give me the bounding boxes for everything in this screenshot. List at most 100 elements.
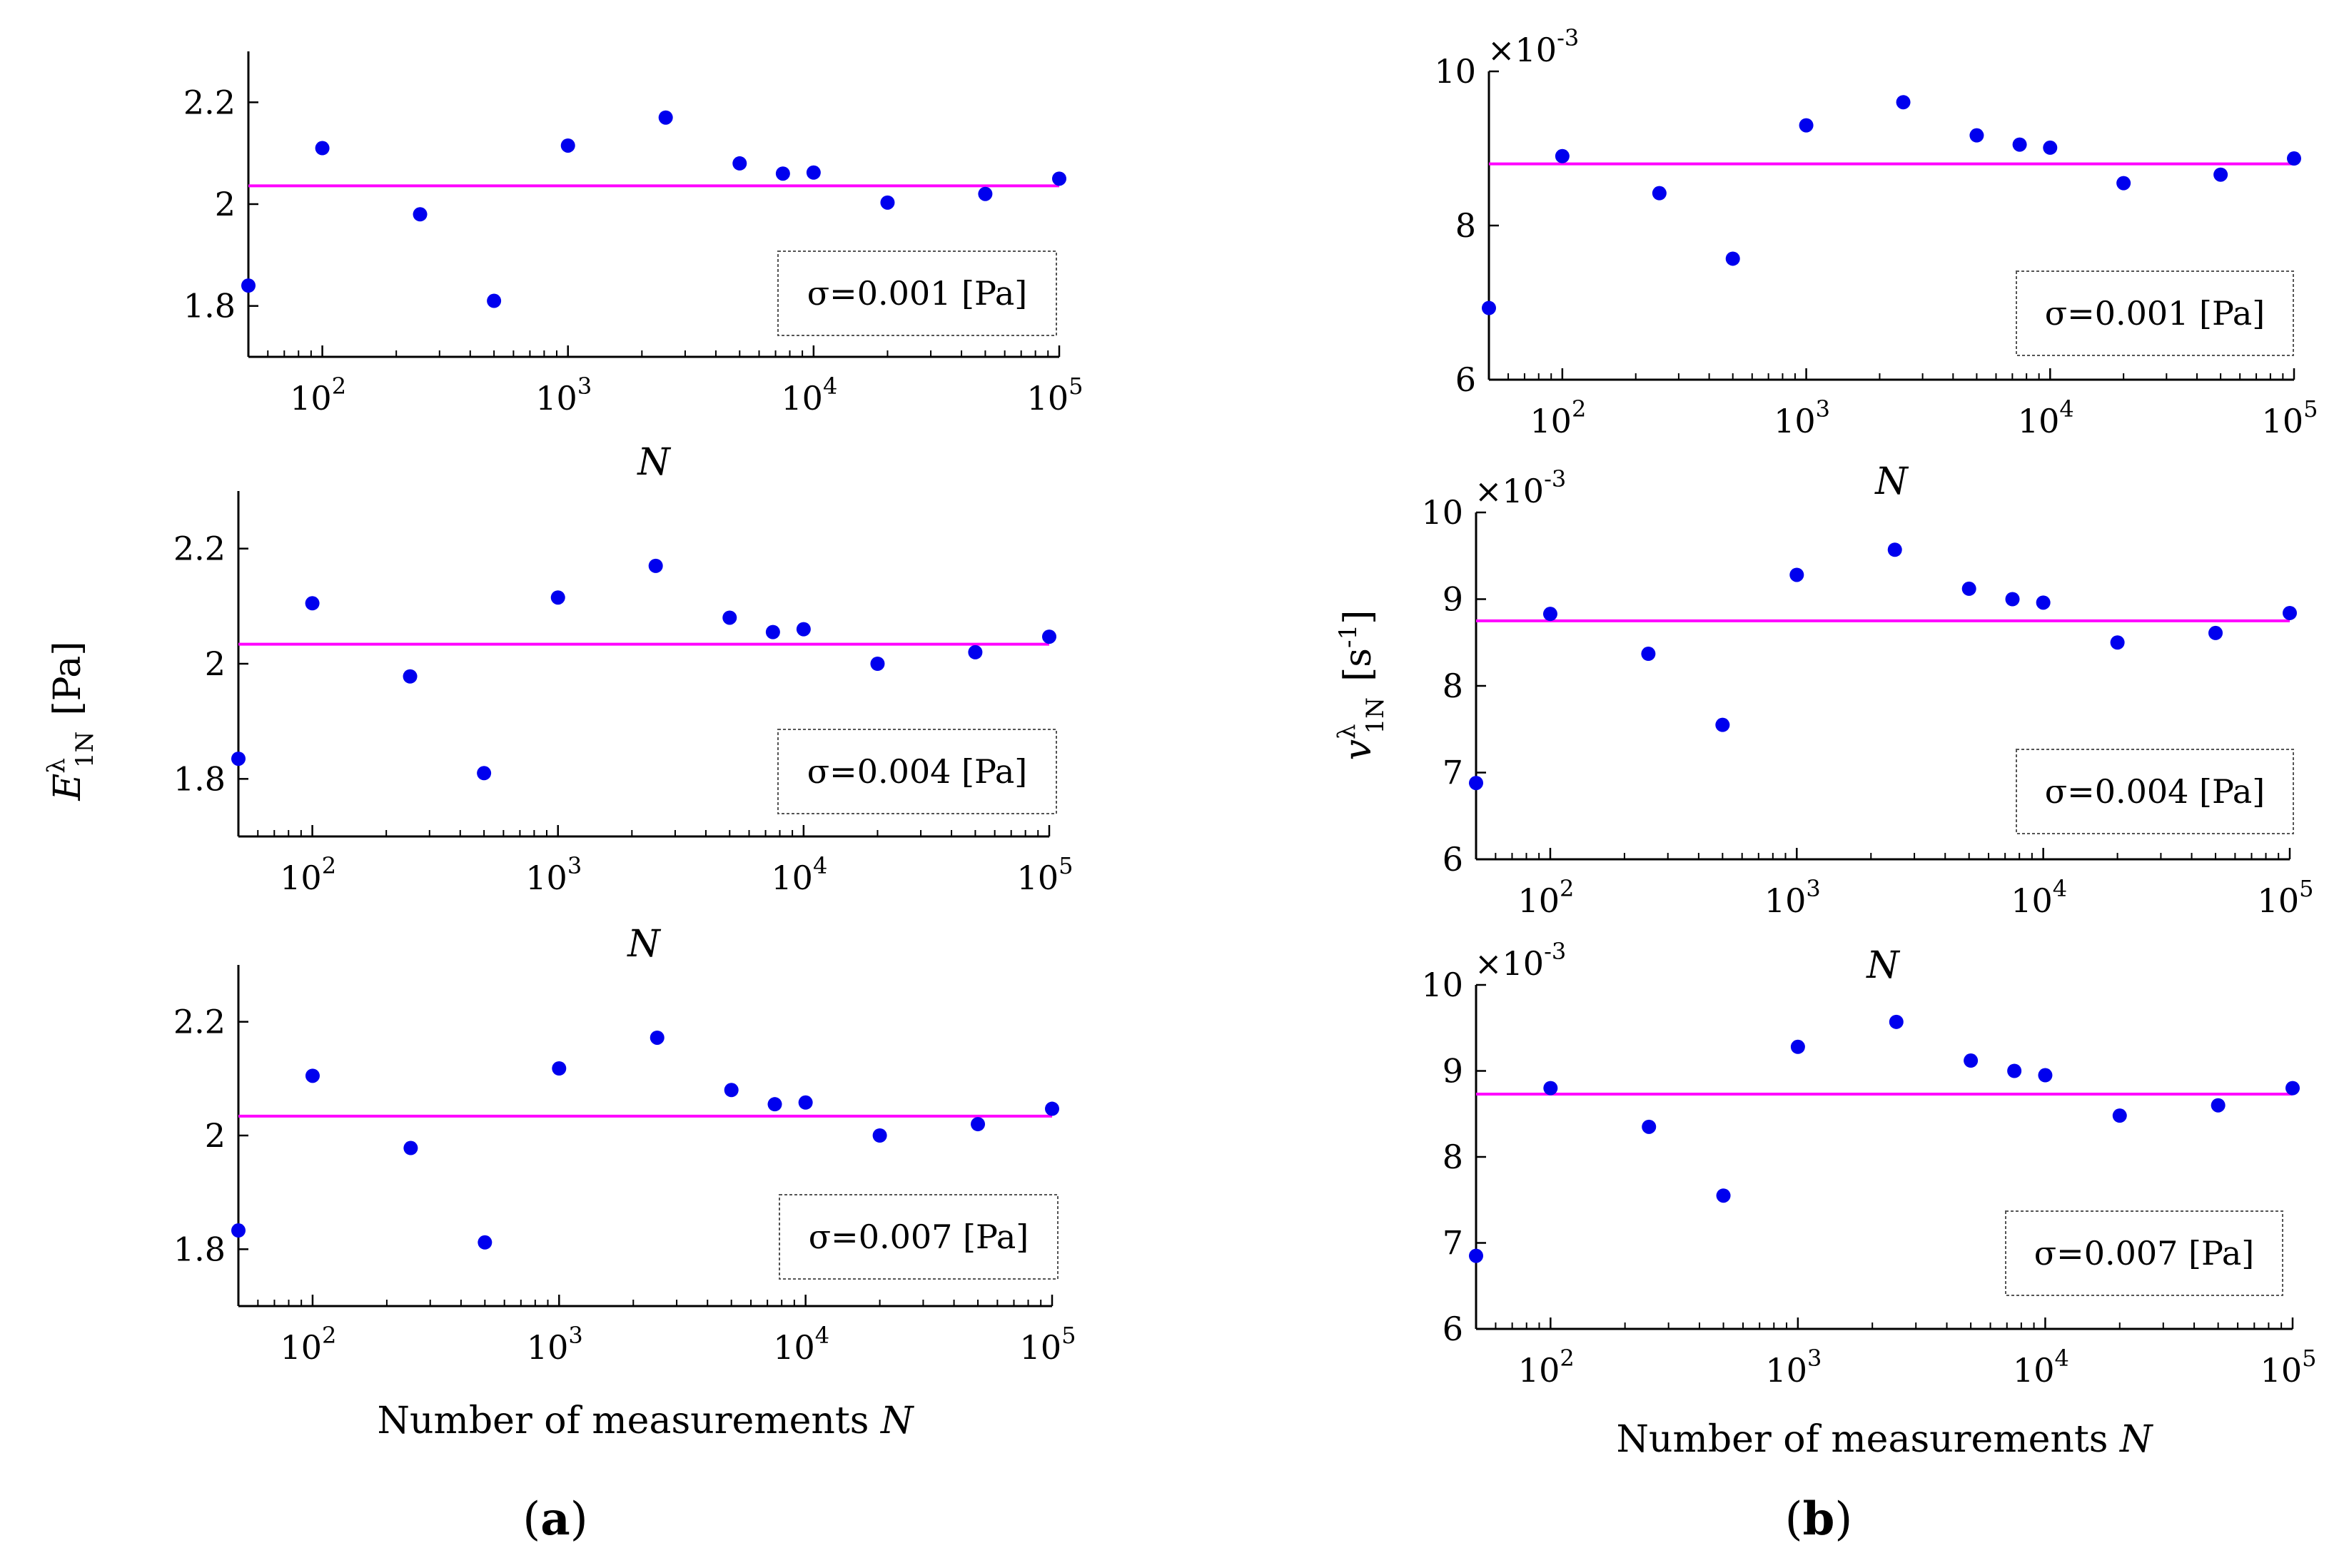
data-point [1042, 629, 1056, 644]
legend: σ=0.004 [Pa] [777, 729, 1057, 814]
legend-text: σ=0.001 [Pa] [2045, 294, 2265, 333]
x-tick-label: 103 [1774, 395, 1830, 440]
legend: σ=0.001 [Pa] [2016, 270, 2294, 356]
ylabel-b-superscript: λ [1333, 724, 1361, 739]
data-point [880, 195, 895, 210]
x-axis-label: N [626, 923, 661, 966]
y-multiplier: ×10-3 [1475, 938, 1566, 983]
legend-text: σ=0.007 [Pa] [2034, 1234, 2254, 1273]
ylabel-b-unit-exp: -1 [1334, 624, 1363, 648]
data-point [2007, 1063, 2022, 1078]
data-point [305, 596, 320, 611]
ylabel-b: vλ1N [s-1] [1333, 610, 1390, 761]
data-point [968, 644, 983, 659]
y-tick-label: 10 [1421, 966, 1463, 1004]
y-tick-label: 10 [1434, 52, 1476, 91]
data-point [560, 138, 575, 153]
y-tick-label: 9 [1443, 580, 1463, 619]
legend: σ=0.004 [Pa] [2016, 749, 2294, 834]
legend-text: σ=0.001 [Pa] [807, 274, 1027, 313]
panel-label-a: (a) [522, 1492, 587, 1546]
y-tick-label: 6 [1455, 360, 1476, 399]
ylabel-a-symbol: E [46, 774, 89, 801]
data-point [1641, 647, 1656, 662]
x-tick-label: 105 [1020, 1322, 1076, 1367]
data-point [2208, 625, 2223, 640]
data-point [413, 207, 428, 222]
data-point [722, 610, 737, 625]
data-point [767, 1097, 782, 1112]
data-point [477, 766, 492, 781]
y-multiplier: ×10-3 [1475, 465, 1566, 510]
data-point [1896, 95, 1911, 110]
data-point [2043, 140, 2058, 155]
svg-text:vλ1N[s-1]: vλ1N [s-1] [1333, 610, 1390, 761]
y-tick-label: 7 [1443, 1224, 1463, 1263]
data-point [552, 1061, 567, 1076]
y-tick-label: 1.8 [183, 287, 236, 325]
data-point [1542, 607, 1557, 622]
x-axis-label: N [1865, 944, 1900, 987]
plot-b2: 6 7 8 9 10 102 103 104 105 ×10-3 σ=0.004 [Pa] N [1421, 465, 2313, 987]
y-tick-label: 10 [1421, 493, 1463, 532]
ylabel-b-subscript: 1N [1361, 697, 1390, 734]
legend: σ=0.007 [Pa] [779, 1194, 1059, 1280]
data-point [1716, 1188, 1731, 1203]
ylabel-a-subscript: 1N [71, 732, 99, 768]
x-tick-label: 102 [1518, 1345, 1575, 1390]
y-tick-label: 8 [1443, 1138, 1463, 1176]
y-tick-label: 2.2 [183, 83, 236, 121]
x-tick-label: 102 [290, 373, 346, 418]
y-tick-label: 6 [1443, 1310, 1463, 1348]
plot-a3: 1.8 2 2.2 102 103 104 105 σ=0.007 [Pa] Number of… [173, 965, 1076, 1442]
data-point [1969, 128, 1984, 143]
data-point [1543, 1081, 1558, 1096]
data-point [550, 590, 565, 605]
y-tick-label: 1.8 [173, 1230, 226, 1268]
data-point [658, 110, 673, 125]
data-point [2213, 167, 2228, 182]
data-point [1482, 300, 1496, 315]
svg-text:Eλ1N[Pa]: Eλ1N [Pa] [42, 641, 99, 801]
data-point [648, 558, 663, 573]
data-point [2283, 605, 2297, 620]
data-point [305, 1068, 320, 1083]
data-point [241, 278, 256, 293]
x-axis-label: Number of measurements N [378, 1400, 914, 1442]
ylabel-a-unit: [Pa] [46, 641, 89, 715]
data-point [231, 752, 246, 767]
data-point [1889, 1014, 1904, 1029]
plot-b1: 6 8 10 102 103 104 105 ×10-3 σ=0.001 [Pa] N [1434, 24, 2318, 503]
data-point [1652, 186, 1667, 201]
x-tick-label: 105 [2262, 395, 2318, 440]
data-point [971, 1117, 986, 1132]
x-tick-label: 104 [781, 373, 837, 418]
ylabel-b-unit: [s [1337, 648, 1380, 682]
data-point [1469, 1248, 1483, 1263]
data-point [2116, 176, 2131, 191]
legend-text: σ=0.004 [Pa] [2045, 772, 2265, 811]
data-point [732, 156, 747, 171]
data-point [478, 1235, 492, 1250]
ylabel-a-superscript: λ [42, 758, 71, 774]
y-tick-label: 8 [1455, 206, 1476, 245]
x-tick-label: 104 [773, 1322, 829, 1367]
y-tick-label: 2.2 [173, 530, 226, 568]
data-point [403, 669, 418, 684]
ylabel-a: Eλ1N [Pa] [42, 641, 99, 801]
data-point [1961, 581, 1976, 596]
legend-box [779, 1194, 1059, 1280]
data-point [1045, 1101, 1059, 1116]
y-tick-label: 2 [205, 1116, 226, 1155]
data-point [1790, 1039, 1805, 1054]
x-tick-label: 105 [1027, 373, 1083, 418]
data-point [2036, 595, 2051, 610]
x-tick-label: 102 [1530, 395, 1586, 440]
x-axis-label: N [636, 441, 671, 484]
data-point [403, 1140, 418, 1155]
y-tick-label: 8 [1443, 667, 1463, 705]
y-tick-label: 6 [1443, 840, 1463, 879]
x-tick-label: 104 [2013, 1345, 2069, 1390]
x-axis-label: Number of measurements N [1617, 1418, 2153, 1461]
